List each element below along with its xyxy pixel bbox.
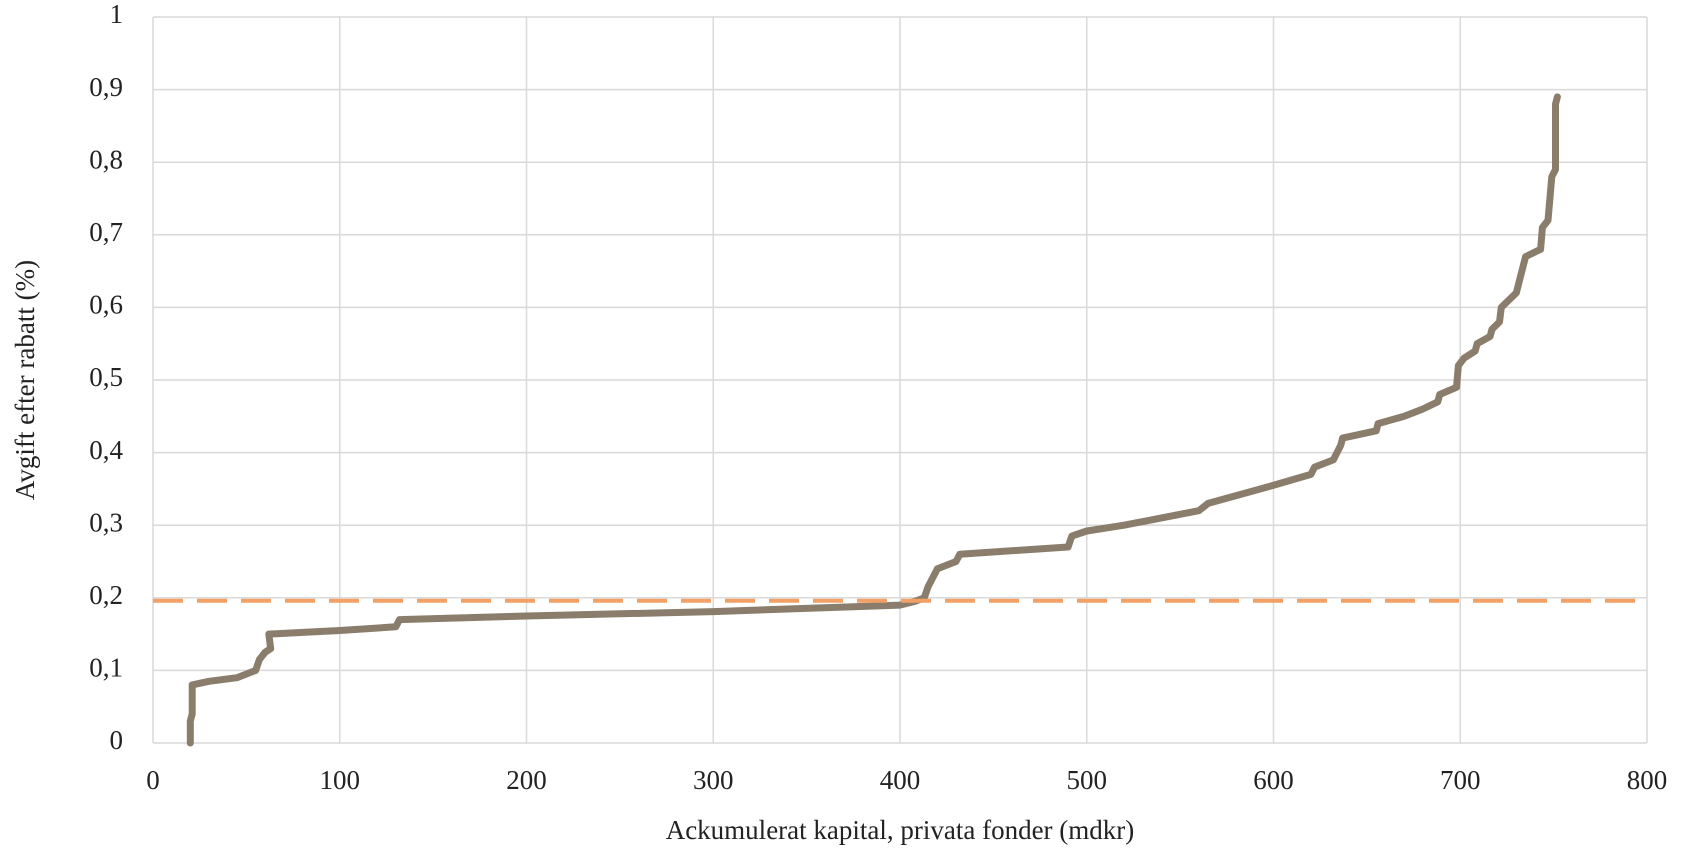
x-tick-label: 500 [1067,765,1108,795]
x-tick-label: 700 [1440,765,1481,795]
x-axis-title: Ackumulerat kapital, privata fonder (mdk… [666,815,1135,845]
x-tick-label: 0 [146,765,160,795]
y-tick-label: 0,6 [89,290,123,320]
y-tick-label: 1 [110,0,124,29]
y-axis-title: Avgift efter rabatt (%) [10,260,40,500]
y-tick-label: 0,2 [89,580,123,610]
y-tick-label: 0 [110,725,124,755]
y-tick-label: 0,1 [89,653,123,683]
y-tick-label: 0,8 [89,144,123,174]
y-tick-label: 0,4 [89,435,123,465]
x-tick-label: 600 [1253,765,1294,795]
y-tick-label: 0,7 [89,217,123,247]
x-tick-label: 400 [880,765,921,795]
y-tick-label: 0,9 [89,72,123,102]
x-tick-label: 200 [506,765,547,795]
x-tick-label: 800 [1627,765,1668,795]
x-tick-label: 100 [320,765,361,795]
y-tick-label: 0,3 [89,507,123,537]
series-line [186,93,1561,747]
y-tick-label: 0,5 [89,362,123,392]
x-tick-label: 300 [693,765,734,795]
